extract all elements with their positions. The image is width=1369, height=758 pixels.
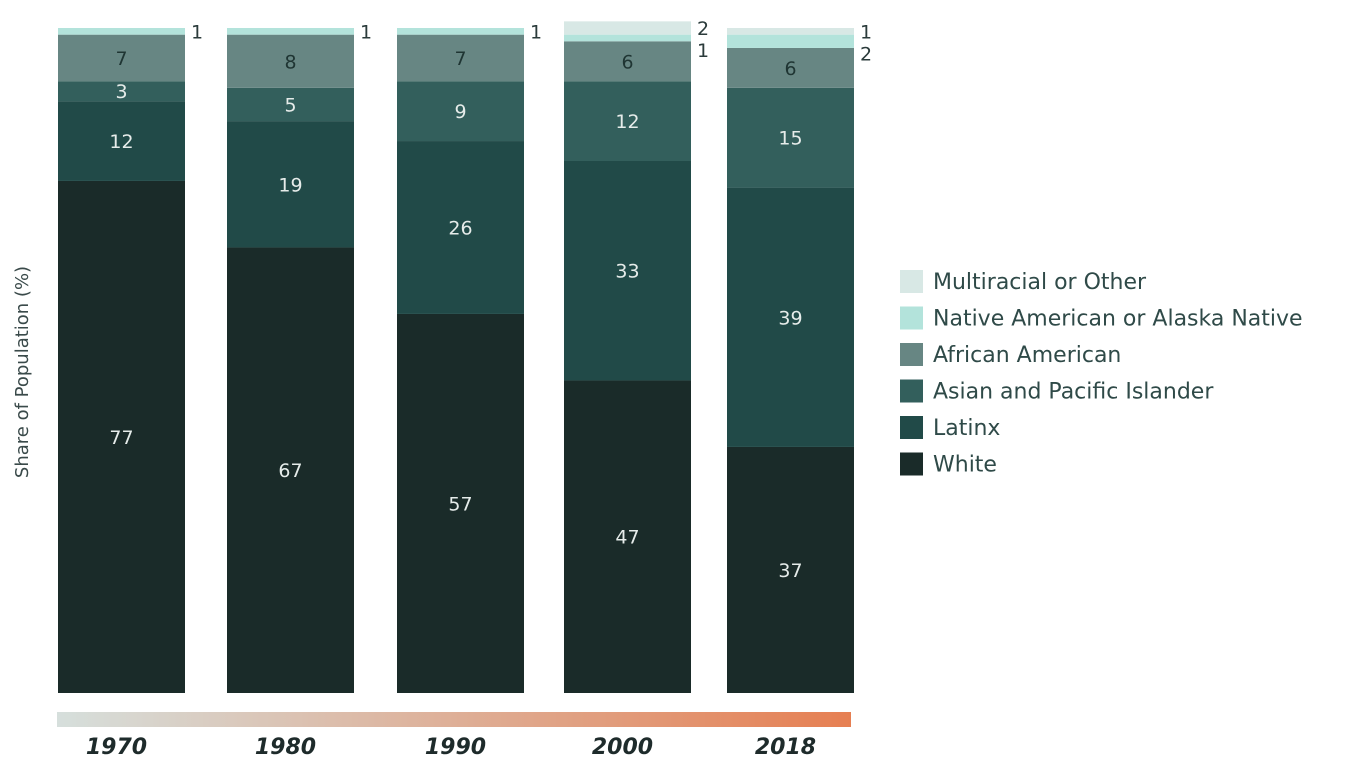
x-tick-2018: 2018	[755, 735, 816, 758]
data-label-multiracial-or-other-2018: 1	[860, 21, 872, 43]
legend-label-african-american: African American	[933, 343, 1121, 368]
bar-asian-and-pacific-islander-2000	[564, 81, 691, 161]
data-label-multiracial-or-other-2000: 2	[697, 18, 709, 40]
bar-native-american-or-alaska-native-1990	[397, 28, 524, 35]
bar-asian-and-pacific-islander-1990	[397, 81, 524, 142]
x-tick-2000: 2000	[592, 735, 653, 758]
legend-label-native-american-or-alaska-native: Native American or Alaska Native	[933, 307, 1303, 332]
bar-native-american-or-alaska-native-2000	[564, 34, 691, 42]
data-label-asian-and-pacific-islander-2000: 12	[615, 111, 639, 133]
timeline-bar	[57, 712, 851, 727]
data-label-asian-and-pacific-islander-1980: 5	[284, 94, 296, 116]
data-label-native-american-or-alaska-native-1970: 1	[191, 21, 203, 43]
legend-swatch-native-american-or-alaska-native	[900, 306, 923, 330]
bar-white-1980	[227, 247, 354, 693]
x-tick-1990: 1990	[425, 735, 486, 758]
data-label-native-american-or-alaska-native-2018: 2	[860, 43, 872, 65]
bar-african-american-2000	[564, 41, 691, 82]
bar-native-american-or-alaska-native-1970	[58, 28, 185, 35]
bar-native-american-or-alaska-native-1980	[227, 28, 354, 35]
legend-swatch-white	[900, 452, 923, 476]
y-axis-label: Share of Population (%)	[12, 266, 33, 478]
data-label-white-1980: 67	[278, 460, 302, 482]
data-label-latinx-2000: 33	[615, 261, 639, 283]
bar-african-american-1970	[58, 34, 185, 82]
legend-swatch-african-american	[900, 343, 923, 366]
data-label-asian-and-pacific-islander-2018: 15	[778, 128, 802, 150]
x-tick-1970: 1970	[86, 735, 147, 758]
bar-latinx-1990	[397, 141, 524, 314]
data-label-white-2000: 47	[615, 527, 639, 549]
bar-asian-and-pacific-islander-1970	[58, 81, 185, 102]
data-label-white-2018: 37	[778, 560, 802, 582]
legend-swatch-latinx	[900, 416, 923, 439]
bar-african-american-1980	[227, 34, 354, 88]
data-label-african-american-1980: 8	[284, 51, 296, 73]
data-label-white-1970: 77	[109, 427, 133, 449]
x-tick-1980: 1980	[255, 735, 316, 758]
data-label-latinx-1990: 26	[448, 218, 472, 240]
data-label-latinx-1980: 19	[278, 174, 302, 196]
bar-latinx-1970	[58, 101, 185, 181]
data-label-african-american-1970: 7	[115, 48, 127, 70]
bar-african-american-1990	[397, 34, 524, 82]
bar-multiracial-or-other-2018	[727, 28, 854, 35]
data-label-latinx-1970: 12	[109, 131, 133, 153]
bar-asian-and-pacific-islander-1980	[227, 87, 354, 122]
data-label-african-american-1990: 7	[454, 48, 466, 70]
bar-white-1970	[58, 180, 185, 693]
data-label-african-american-2018: 6	[784, 58, 796, 80]
bar-latinx-1980	[227, 121, 354, 248]
data-label-white-1990: 57	[448, 493, 472, 515]
x-axis-ticks: 1970 1980 1990 2000 2018	[86, 735, 816, 758]
bar-multiracial-or-other-2000	[564, 21, 691, 35]
legend-swatch-multiracial-or-other	[900, 270, 923, 293]
bar-asian-and-pacific-islander-2018	[727, 87, 854, 188]
legend-label-multiracial-or-other: Multiracial or Other	[933, 270, 1147, 295]
bar-latinx-2000	[564, 161, 691, 381]
data-label-african-american-2000: 6	[621, 51, 633, 73]
data-label-asian-and-pacific-islander-1990: 9	[454, 101, 466, 123]
data-label-native-american-or-alaska-native-2000: 1	[697, 40, 709, 62]
legend-label-white: White	[933, 453, 997, 478]
data-label-asian-and-pacific-islander-1970: 3	[115, 81, 127, 103]
bar-native-american-or-alaska-native-2018	[727, 34, 854, 48]
bar-white-2000	[564, 380, 691, 693]
bar-african-american-2018	[727, 47, 854, 88]
bar-white-2018	[727, 446, 854, 693]
data-label-native-american-or-alaska-native-1980: 1	[360, 21, 372, 43]
legend: Multiracial or Other Native American or A…	[900, 270, 1303, 478]
data-label-native-american-or-alaska-native-1990: 1	[530, 21, 542, 43]
legend-label-latinx: Latinx	[933, 416, 1000, 441]
legend-swatch-asian-and-pacific-islander	[900, 379, 923, 403]
bar-latinx-2018	[727, 187, 854, 447]
data-label-latinx-2018: 39	[778, 307, 802, 329]
legend-label-asian-and-pacific-islander: Asian and Pacific Islander	[933, 380, 1214, 405]
bar-white-1990	[397, 313, 524, 693]
